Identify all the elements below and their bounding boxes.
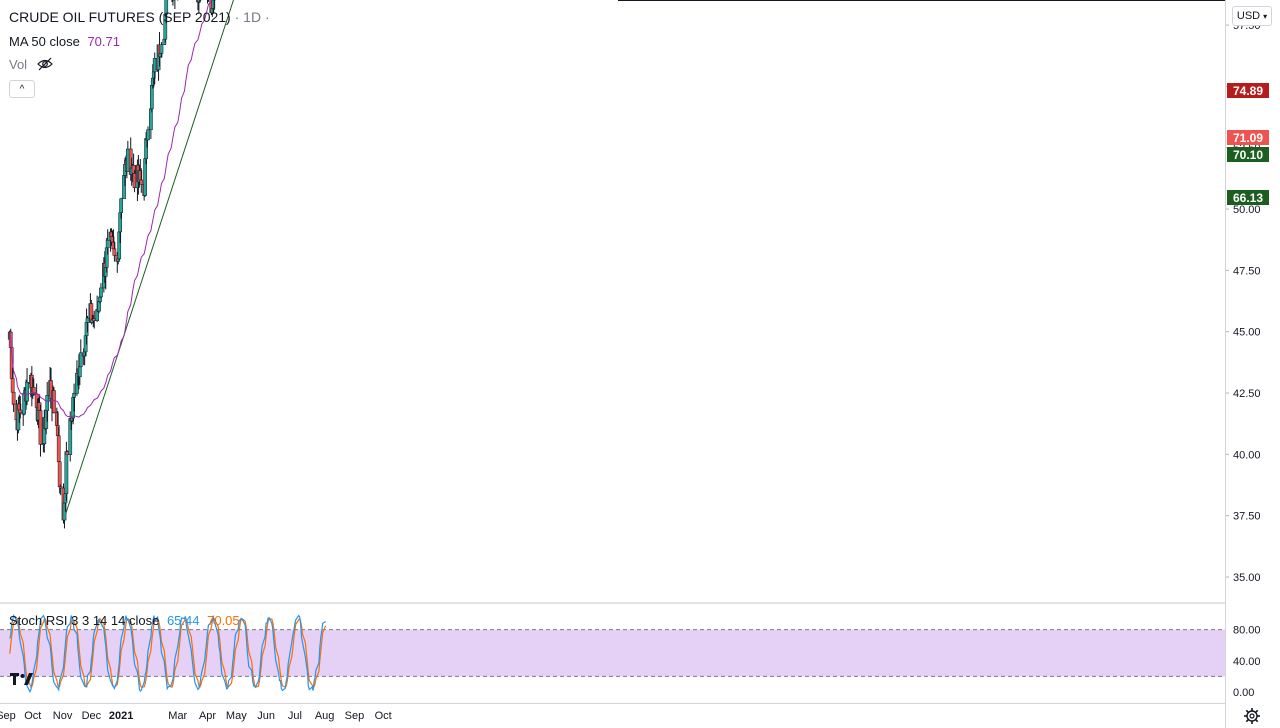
last-price-tag: 71.09 <box>1227 130 1269 145</box>
candle-body <box>45 395 50 411</box>
time-axis-label: Oct <box>24 710 41 722</box>
tradingview-logo-icon <box>10 673 33 685</box>
stoch-legend[interactable]: Stoch RSI 3 3 14 14 close 65.44 70.05 <box>9 613 240 629</box>
candle-body <box>119 198 123 214</box>
top-edge-line <box>618 0 1225 1</box>
stoch-d-line[interactable] <box>9 617 327 689</box>
candle-body <box>99 287 103 298</box>
candle-body <box>164 0 169 15</box>
candle-body <box>11 391 16 405</box>
vol-legend[interactable]: Vol <box>9 57 27 73</box>
price-axis-label: 50.00 <box>1233 204 1261 216</box>
candle-body <box>105 239 110 249</box>
ma-label: MA 50 close <box>9 34 80 49</box>
trendline[interactable] <box>63 0 378 521</box>
support-1-price-tag: 70.10 <box>1227 147 1269 162</box>
chevron-up-icon: ^ <box>19 83 25 95</box>
interval-label[interactable]: · 1D · <box>234 9 270 25</box>
time-axis-label: May <box>226 710 247 722</box>
time-axis-label: Sep <box>0 710 16 722</box>
candle-body <box>112 248 117 256</box>
time-axis-label: Nov <box>53 710 73 722</box>
candle-body <box>146 129 150 141</box>
candle-body <box>10 378 15 393</box>
stoch-axis-label: 0.00 <box>1233 687 1254 699</box>
candle-body <box>159 44 164 54</box>
stoch-band <box>0 629 1225 677</box>
candle-body <box>78 352 83 368</box>
eye-hidden-icon[interactable] <box>37 57 53 71</box>
time-axis-label: Mar <box>168 710 187 722</box>
time-axis-label: Jun <box>257 710 275 722</box>
candle-body <box>31 387 36 395</box>
price-axis-label: 42.50 <box>1233 388 1261 400</box>
stoch-k-value: 65.44 <box>166 613 200 628</box>
tradingview-logo[interactable] <box>10 670 36 691</box>
candle-body <box>38 410 43 445</box>
resistance-price-tag: 74.89 <box>1227 83 1269 98</box>
candle-body <box>64 451 69 494</box>
candle-body <box>18 409 23 414</box>
candle-body <box>149 84 154 110</box>
main-legend[interactable]: CRUDE OIL FUTURES (SEP 2021) · 1D · <box>9 9 270 25</box>
price-axis-label: 40.00 <box>1233 449 1261 461</box>
ma-50-layer <box>9 0 326 418</box>
ma-legend[interactable]: MA 50 close 70.71 <box>9 34 120 50</box>
chevron-down-icon: ▾ <box>1263 11 1268 21</box>
price-axis-label: 47.50 <box>1233 265 1261 277</box>
stoch-axis-label: 40.00 <box>1233 656 1261 668</box>
time-axis-border <box>0 703 1226 704</box>
candle-body <box>197 0 201 3</box>
price-axis-label: 35.00 <box>1233 572 1261 584</box>
candle-body <box>56 435 61 463</box>
vol-label: Vol <box>9 57 28 72</box>
stoch-label: Stoch RSI 3 3 14 14 close <box>9 613 160 628</box>
price-axis-label: 45.00 <box>1233 327 1261 339</box>
stoch-rsi-layer <box>0 614 1225 694</box>
collapse-legend-button[interactable]: ^ <box>9 80 35 98</box>
symbol-title[interactable]: CRUDE OIL FUTURES (SEP 2021) <box>9 9 231 25</box>
price-axis-border <box>1225 0 1226 728</box>
candle-body <box>77 366 82 378</box>
candles-layer <box>7 0 217 529</box>
candle-body <box>58 486 63 489</box>
stoch-d-value: 70.05 <box>207 613 240 628</box>
time-axis-label: Jul <box>288 710 302 722</box>
support-2-price-tag: 66.13 <box>1227 190 1269 205</box>
candle-body <box>57 461 62 487</box>
candle-body <box>85 317 90 323</box>
gear-icon[interactable] <box>1243 707 1261 725</box>
price-axis-label: 37.50 <box>1233 511 1261 523</box>
candle-body <box>52 390 56 414</box>
stoch-axis-label: 80.00 <box>1233 625 1261 637</box>
currency-selector[interactable]: USD ▾ <box>1232 6 1272 26</box>
candle-body <box>72 393 76 398</box>
stoch-k-line[interactable] <box>9 614 326 694</box>
currency-label: USD <box>1236 10 1261 22</box>
time-axis-label: Oct <box>375 710 392 722</box>
time-axis-label: 2021 <box>109 710 133 722</box>
ma-50-line[interactable] <box>9 0 326 418</box>
ma-value: 70.71 <box>87 34 120 49</box>
time-axis-label: Aug <box>315 710 335 722</box>
pane-divider[interactable] <box>0 602 1225 604</box>
time-axis-label: Apr <box>199 710 216 722</box>
time-axis-label: Dec <box>82 710 102 722</box>
candle-body <box>211 0 216 9</box>
candle-body <box>25 382 29 402</box>
candle-body <box>139 179 144 185</box>
time-axis-label: Sep <box>345 710 365 722</box>
